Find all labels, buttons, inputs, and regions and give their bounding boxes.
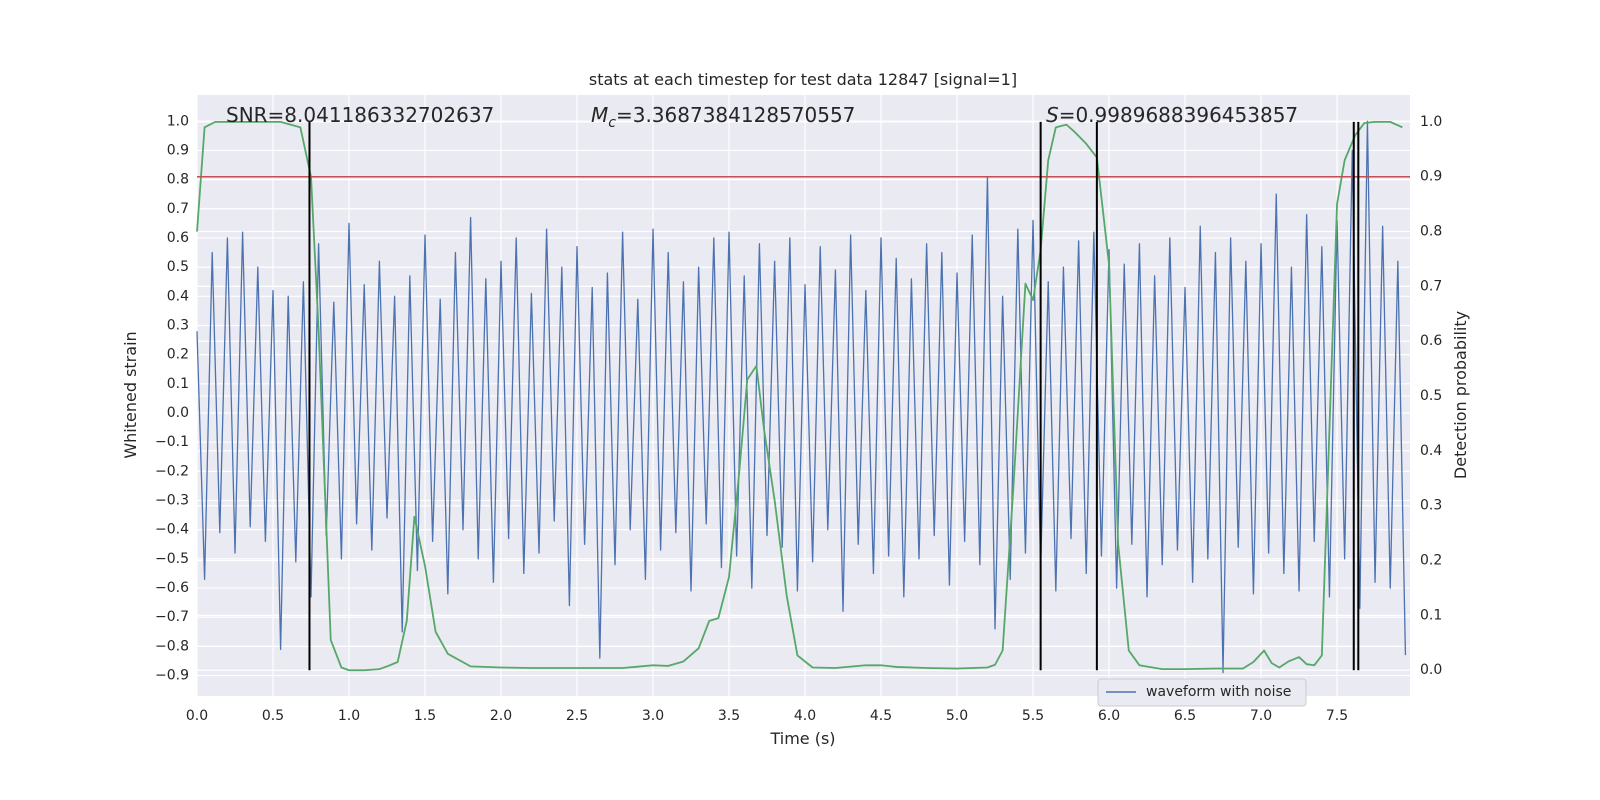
x-tick-label: 1.0 (338, 708, 360, 724)
y2-tick-label: 0.2 (1420, 553, 1442, 569)
y-tick-label: 0.7 (167, 201, 189, 217)
x-tick-label: 0.5 (262, 708, 284, 724)
y-tick-label: −0.5 (155, 551, 189, 567)
y2-tick-label: 0.6 (1420, 333, 1442, 349)
x-tick-label: 4.5 (870, 708, 892, 724)
y-tick-label: 0.5 (167, 259, 189, 275)
annotation-symbol: S (1046, 103, 1059, 127)
x-tick-label: 5.0 (946, 708, 968, 724)
x-tick-label: 6.0 (1098, 708, 1120, 724)
y-tick-label: −0.7 (155, 609, 189, 625)
y-tick-label: 0.1 (167, 376, 189, 392)
marks (196, 120, 1410, 674)
legend: waveform with noise (1097, 678, 1307, 707)
annotation-subscript: c (608, 115, 616, 131)
y-tick-label: −0.8 (155, 638, 189, 654)
y-tick-label: 0.0 (167, 405, 189, 421)
chart-title: stats at each timestep for test data 128… (589, 70, 1017, 89)
annotation-value: =0.9989688396453857 (1059, 103, 1298, 127)
y2-tick-label: 0.5 (1420, 388, 1442, 404)
x-tick-label: 4.0 (794, 708, 816, 724)
x-axis-label: Time (s) (769, 729, 835, 748)
y-tick-label: 0.4 (167, 288, 189, 304)
y2-tick-label: 0.0 (1420, 662, 1442, 678)
y2-tick-label: 1.0 (1420, 114, 1442, 130)
x-tick-label: 3.0 (642, 708, 664, 724)
y2-tick-label: 0.7 (1420, 278, 1442, 294)
y2-tick-label: 0.4 (1420, 443, 1442, 459)
x-tick-label: 6.5 (1174, 708, 1196, 724)
y-tick-label: 0.2 (167, 347, 189, 363)
x-tick-label: 5.5 (1022, 708, 1044, 724)
y-tick-label: 0.8 (167, 172, 189, 188)
y2-tick-label: 0.3 (1420, 498, 1442, 514)
x-tick-label: 2.5 (566, 708, 588, 724)
data-line (196, 120, 1407, 674)
legend-box (1097, 678, 1307, 707)
y-tick-label: 0.6 (167, 230, 189, 246)
y-tick-label: −0.4 (155, 522, 189, 538)
x-tick-label: 7.0 (1250, 708, 1272, 724)
x-tick-label: 7.5 (1326, 708, 1348, 724)
x-tick-label: 0.0 (186, 708, 208, 724)
y-tick-label: 1.0 (167, 113, 189, 129)
annotation: SNR=8.041186332702637 (226, 103, 494, 127)
annotation-value: =3.3687384128570557 (616, 103, 855, 127)
y2-axis-label: Detection probability (1451, 311, 1470, 479)
x-tick-label: 2.0 (490, 708, 512, 724)
legend-label: waveform with noise (1146, 684, 1291, 700)
y-axis-label: Whitened strain (121, 331, 140, 458)
x-tick-label: 3.5 (718, 708, 740, 724)
y2-tick-label: 0.1 (1420, 607, 1442, 623)
y-tick-label: −0.1 (155, 434, 189, 450)
y2-tick-label: 0.8 (1420, 224, 1442, 240)
y-tick-label: −0.3 (155, 493, 189, 509)
y-tick-label: −0.6 (155, 580, 189, 596)
grid (196, 95, 1410, 696)
data-line (196, 120, 1403, 672)
y2-tick-label: 0.9 (1420, 169, 1442, 185)
annotation-symbol: M (591, 103, 608, 127)
y-tick-label: −0.2 (155, 463, 189, 479)
y-tick-label: 0.9 (167, 142, 189, 158)
y-tick-label: −0.9 (155, 668, 189, 684)
annotation: S=0.9989688396453857 (1046, 103, 1298, 127)
y-tick-label: 0.3 (167, 317, 189, 333)
annotation: Mc=3.3687384128570557 (591, 103, 855, 131)
x-tick-label: 1.5 (414, 708, 436, 724)
